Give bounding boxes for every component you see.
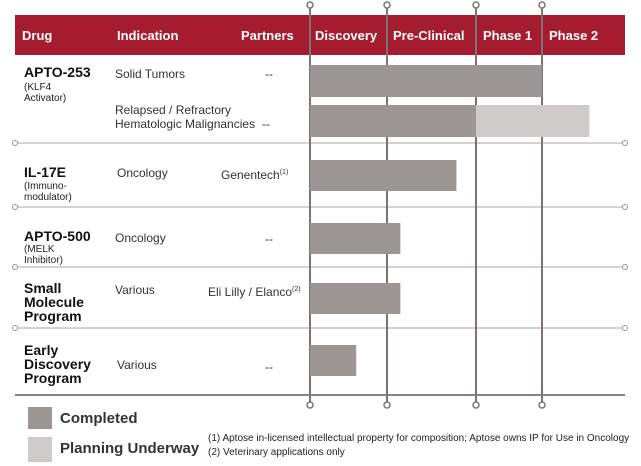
- drug-subtitle: (Immuno-modulator): [24, 181, 72, 203]
- divider-end: [472, 1, 480, 9]
- separator-end: [622, 140, 628, 146]
- header-band: [15, 15, 625, 55]
- drug-name: IL-17E: [24, 164, 67, 180]
- partners: --: [265, 232, 273, 246]
- footnote: (2) Veterinary applications only: [208, 447, 345, 458]
- separator-end: [622, 264, 628, 270]
- drug-name: Small Molecule Program: [24, 280, 84, 324]
- separator-end: [622, 204, 628, 210]
- drug-subtitle: (MELK Inhibitor): [24, 244, 63, 266]
- partner-note: (2): [292, 286, 301, 293]
- partners: Genentech(1): [221, 166, 288, 182]
- column-header: Drug: [22, 28, 53, 43]
- divider-end: [538, 401, 546, 409]
- indication: Oncology: [117, 166, 168, 180]
- separator-end: [12, 325, 18, 331]
- progress-bar: [310, 105, 476, 137]
- indication: Relapsed / Refractory Hematologic Malign…: [115, 103, 256, 131]
- divider-end: [383, 401, 391, 409]
- partners: Eli Lilly / Elanco(2): [208, 283, 301, 299]
- partners: --: [265, 67, 273, 81]
- column-header: Discovery: [315, 28, 378, 43]
- separator-end: [12, 140, 18, 146]
- indication: Oncology: [115, 231, 166, 245]
- progress-bar: [310, 223, 401, 254]
- progress-bar: [310, 283, 401, 314]
- indication: Various: [117, 358, 157, 372]
- partner-name: --: [265, 232, 273, 246]
- column-header: Indication: [117, 28, 179, 43]
- partner-name: --: [262, 117, 270, 131]
- progress-bar: [310, 345, 357, 376]
- progress-bar: [310, 160, 457, 191]
- column-header: Phase 1: [483, 28, 533, 43]
- column-header: Phase 2: [549, 28, 599, 43]
- drug-name: Early Discovery Program: [24, 342, 91, 386]
- partner-name: --: [265, 67, 273, 81]
- separator-end: [12, 204, 18, 210]
- partners: --: [262, 117, 270, 131]
- legend-swatch: [28, 407, 52, 429]
- legend-label: Planning Underway: [60, 440, 200, 457]
- partner-name: Eli Lilly / Elanco: [208, 285, 293, 299]
- partner-note: (1): [279, 169, 289, 176]
- indication: Various: [115, 283, 155, 297]
- legend-label: Completed: [60, 410, 138, 427]
- drug-subtitle: (KLF4 Activator): [24, 82, 67, 104]
- drug-name: APTO-253: [24, 64, 91, 80]
- partners: --: [265, 360, 273, 374]
- separator-end: [622, 325, 628, 331]
- footnote: (1) Aptose in-licensed intellectual prop…: [208, 433, 630, 444]
- partner-name: --: [265, 360, 273, 374]
- legend-swatch: [28, 437, 52, 462]
- partner-name: Genentech: [221, 168, 280, 182]
- divider-end: [306, 401, 314, 409]
- indication: Solid Tumors: [115, 67, 186, 81]
- drug-name: APTO-500: [24, 228, 91, 244]
- column-header: Pre-Clinical: [393, 28, 465, 43]
- divider-end: [538, 1, 546, 9]
- progress-bar: [476, 105, 590, 137]
- divider-end: [306, 1, 314, 9]
- separator-end: [12, 264, 18, 270]
- column-header: Partners: [241, 28, 294, 43]
- divider-end: [383, 1, 391, 9]
- divider-end: [472, 401, 480, 409]
- progress-bar: [310, 65, 542, 97]
